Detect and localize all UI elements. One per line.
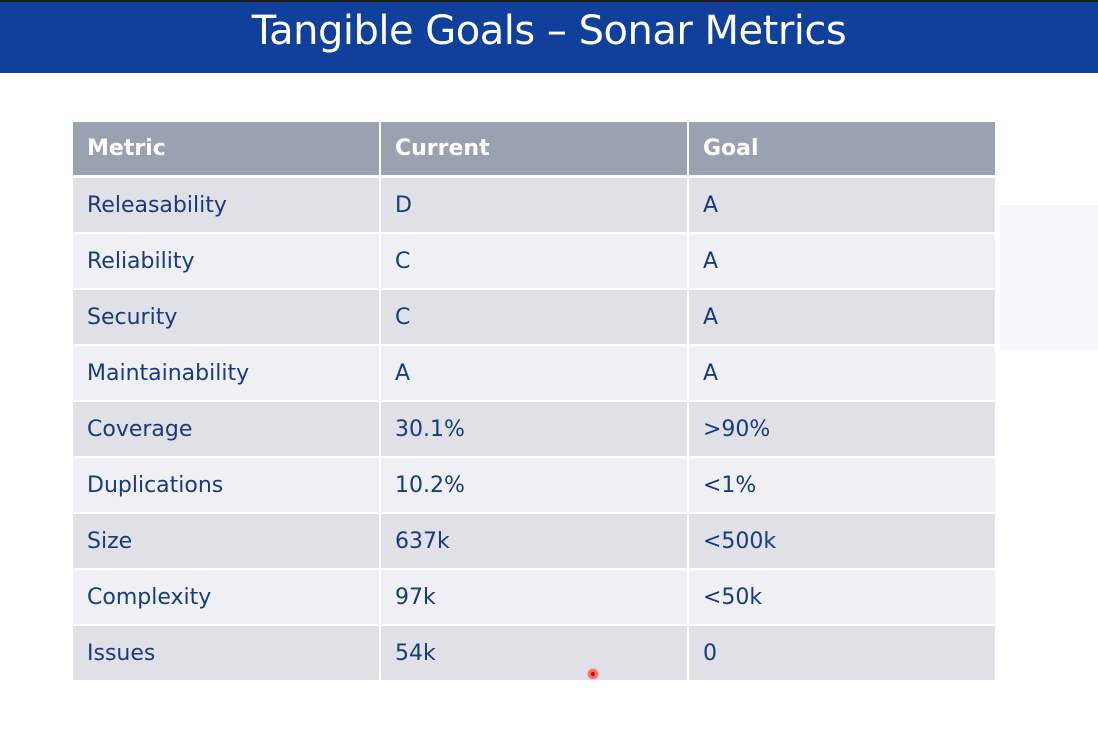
current-cell: 97k	[380, 569, 689, 626]
table-row: Coverage 30.1% >90%	[73, 401, 995, 458]
current-cell: 637k	[380, 513, 689, 570]
table-header-row: Metric Current Goal	[73, 122, 995, 178]
header-goal: Goal	[688, 122, 995, 178]
metrics-table: Metric Current Goal Releasability D A Re…	[73, 122, 995, 682]
goal-cell: A	[688, 289, 995, 346]
metric-cell: Coverage	[73, 401, 381, 458]
current-cell: 30.1%	[380, 401, 689, 458]
current-cell: 10.2%	[380, 457, 689, 514]
current-cell: 54k	[380, 625, 689, 682]
goal-cell: <500k	[688, 513, 995, 570]
metric-cell: Releasability	[73, 176, 381, 234]
slide-title: Tangible Goals – Sonar Metrics	[251, 8, 847, 54]
metric-cell: Reliability	[73, 233, 381, 290]
goal-cell: A	[688, 345, 995, 402]
metric-cell: Maintainability	[73, 345, 381, 402]
table-row: Security C A	[73, 289, 995, 346]
metric-cell: Security	[73, 289, 381, 346]
goal-cell: A	[688, 176, 995, 234]
metric-cell: Issues	[73, 625, 381, 682]
goal-cell: 0	[688, 625, 995, 682]
goal-cell: A	[688, 233, 995, 290]
current-cell: A	[380, 345, 689, 402]
background-panel	[1000, 205, 1098, 350]
current-cell: D	[380, 176, 689, 234]
table-row: Releasability D A	[73, 176, 995, 234]
title-bar: Tangible Goals – Sonar Metrics	[0, 0, 1098, 73]
table-row: Size 637k <500k	[73, 513, 995, 570]
metric-cell: Duplications	[73, 457, 381, 514]
table-row: Reliability C A	[73, 233, 995, 290]
laser-pointer-icon	[588, 669, 598, 679]
metric-cell: Size	[73, 513, 381, 570]
table-row: Duplications 10.2% <1%	[73, 457, 995, 514]
table-row: Complexity 97k <50k	[73, 569, 995, 626]
header-current: Current	[380, 122, 689, 178]
table-row: Issues 54k 0	[73, 625, 995, 682]
metric-cell: Complexity	[73, 569, 381, 626]
goal-cell: <50k	[688, 569, 995, 626]
header-metric: Metric	[73, 122, 381, 178]
goal-cell: <1%	[688, 457, 995, 514]
goal-cell: >90%	[688, 401, 995, 458]
current-cell: C	[380, 233, 689, 290]
table-row: Maintainability A A	[73, 345, 995, 402]
current-cell: C	[380, 289, 689, 346]
